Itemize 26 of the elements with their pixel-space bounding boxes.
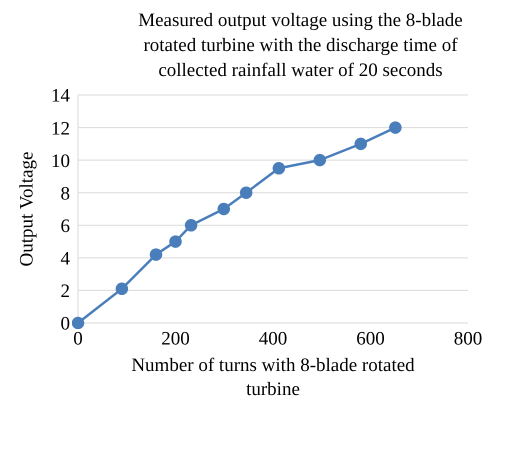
- y-tick-label: 14: [51, 86, 70, 107]
- y-tick-label: 12: [51, 118, 70, 140]
- y-tick-label: 4: [60, 248, 70, 270]
- x-tick-label: 200: [161, 328, 190, 350]
- x-axis-title: Number of turns with 8-blade rotated turbine: [131, 355, 416, 400]
- point: [389, 121, 402, 134]
- y-tick-label: 2: [60, 281, 70, 302]
- point: [116, 282, 128, 296]
- point: [240, 186, 252, 199]
- point: [169, 235, 182, 248]
- point: [184, 219, 198, 232]
- y-tick-label: 8: [60, 183, 70, 204]
- point: [150, 248, 162, 261]
- x-tick-label: 600: [356, 328, 385, 350]
- x-tick-label: 800: [454, 328, 482, 350]
- point: [354, 138, 367, 150]
- y-tick-label: 10: [51, 150, 70, 172]
- point: [272, 162, 286, 175]
- point: [218, 202, 230, 216]
- x-tick-label: 400: [258, 328, 288, 350]
- point: [314, 154, 326, 166]
- point: [72, 316, 84, 329]
- y-tick-label: 6: [60, 216, 70, 238]
- y-tick-label: 0: [60, 314, 70, 335]
- y-axis-title: Output Voltage: [16, 152, 38, 266]
- chart-title: Measured output voltage using the 8-blade rotated turbine with the discharge time of collected rainfall water of 20 seconds: [137, 9, 464, 83]
